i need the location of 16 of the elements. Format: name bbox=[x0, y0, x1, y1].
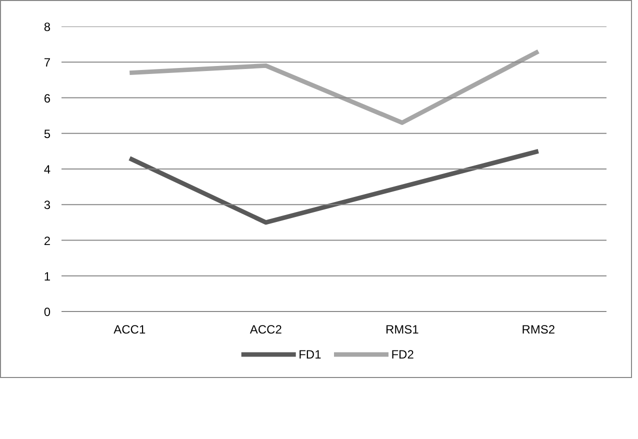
y-tick-label: 8 bbox=[44, 20, 51, 34]
legend-label: FD1 bbox=[298, 348, 322, 362]
x-tick-label: ACC1 bbox=[114, 322, 146, 336]
y-tick-label: 2 bbox=[44, 234, 51, 248]
y-tick-label: 7 bbox=[44, 56, 51, 70]
line-series bbox=[127, 148, 541, 225]
legend-label: FD2 bbox=[391, 348, 414, 362]
x-tick-label: RMS1 bbox=[385, 322, 420, 336]
y-tick-label: 4 bbox=[44, 162, 51, 176]
y-tick-label: 1 bbox=[44, 269, 51, 284]
x-tick-label: ACC2 bbox=[250, 322, 282, 336]
x-tick-label: RMS2 bbox=[522, 322, 556, 336]
y-tick-label: 6 bbox=[44, 91, 51, 106]
y-tick-label: 3 bbox=[44, 198, 51, 212]
y-tick-label: 0 bbox=[44, 305, 51, 319]
y-tick-label: 5 bbox=[44, 126, 51, 141]
